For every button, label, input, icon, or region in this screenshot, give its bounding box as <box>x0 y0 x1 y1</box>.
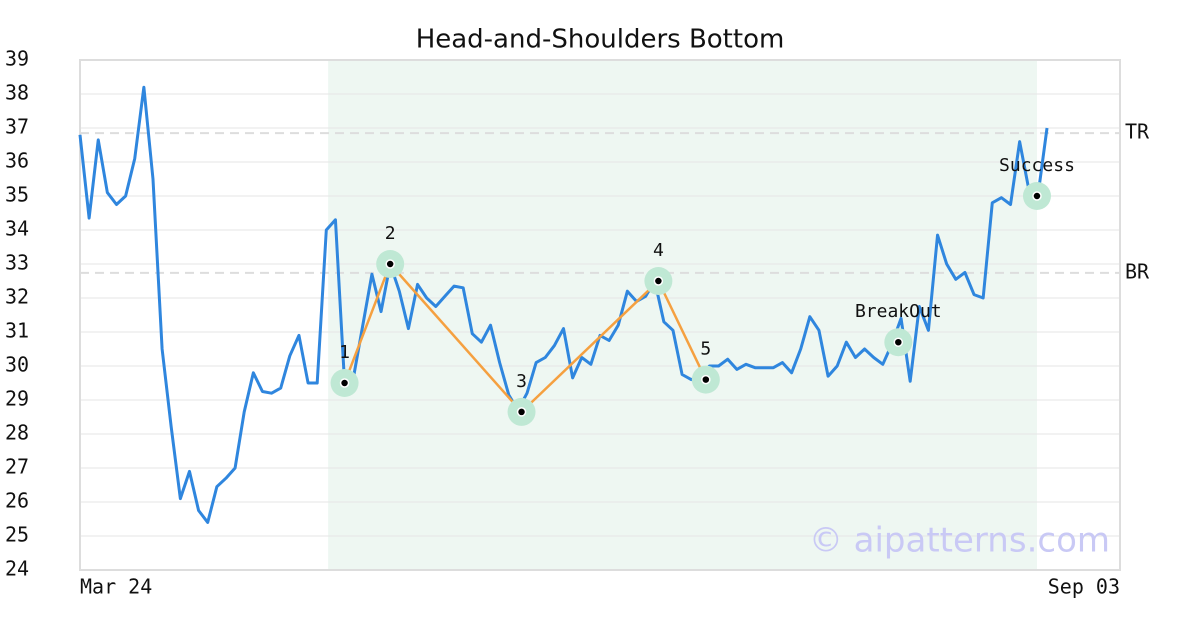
y-tick-label: 24 <box>5 557 29 581</box>
x-tick-label: Sep 03 <box>1048 575 1120 599</box>
price-line <box>78 85 1049 524</box>
y-tick-label: 30 <box>5 353 29 377</box>
watermark: © aipatterns.com <box>809 521 1110 561</box>
y-tick-label: 25 <box>5 523 29 547</box>
pattern-point-dot <box>385 259 395 269</box>
y-tick-label: 38 <box>5 81 29 105</box>
pattern-point-label: 3 <box>516 371 527 392</box>
y-tick-label: 35 <box>5 183 29 207</box>
y-tick-label: 34 <box>5 217 29 241</box>
pattern-point-label: 1 <box>339 342 350 363</box>
pattern-point-dot <box>339 378 350 388</box>
pattern-point-label: 5 <box>700 339 711 360</box>
y-tick-label: 32 <box>5 285 29 309</box>
pattern-line <box>343 263 392 384</box>
y-tick-label: 39 <box>5 47 29 71</box>
pattern-point-dot <box>516 407 527 417</box>
y-tick-label: 37 <box>5 115 29 139</box>
signal-point-label: Success <box>999 155 1075 176</box>
pattern-point-dot <box>653 276 664 286</box>
y-tick-label: 28 <box>5 421 29 445</box>
chart-title: Head-and-Shoulders Bottom <box>416 25 785 55</box>
pattern-point-label: 2 <box>385 223 396 244</box>
signal-point-dot <box>1032 191 1042 201</box>
level-label: TR <box>1125 120 1150 144</box>
y-tick-label: 33 <box>5 251 29 275</box>
signal-point-dot <box>893 337 904 347</box>
y-tick-label: 29 <box>5 387 29 411</box>
pattern-point-dot <box>701 374 711 385</box>
y-tick-label: 36 <box>5 149 29 173</box>
x-tick-label: Mar 24 <box>80 575 152 599</box>
signal-point-label: BreakOut <box>855 301 942 322</box>
plot-frame <box>79 59 1121 571</box>
pattern-line <box>389 263 523 413</box>
level-label: BR <box>1125 259 1150 283</box>
pattern-line <box>657 280 707 381</box>
y-tick-label: 27 <box>5 455 29 479</box>
y-tick-label: 26 <box>5 489 29 513</box>
y-tick-label: 31 <box>5 319 29 343</box>
pattern-point-label: 4 <box>653 240 664 261</box>
pattern-line <box>520 280 660 413</box>
